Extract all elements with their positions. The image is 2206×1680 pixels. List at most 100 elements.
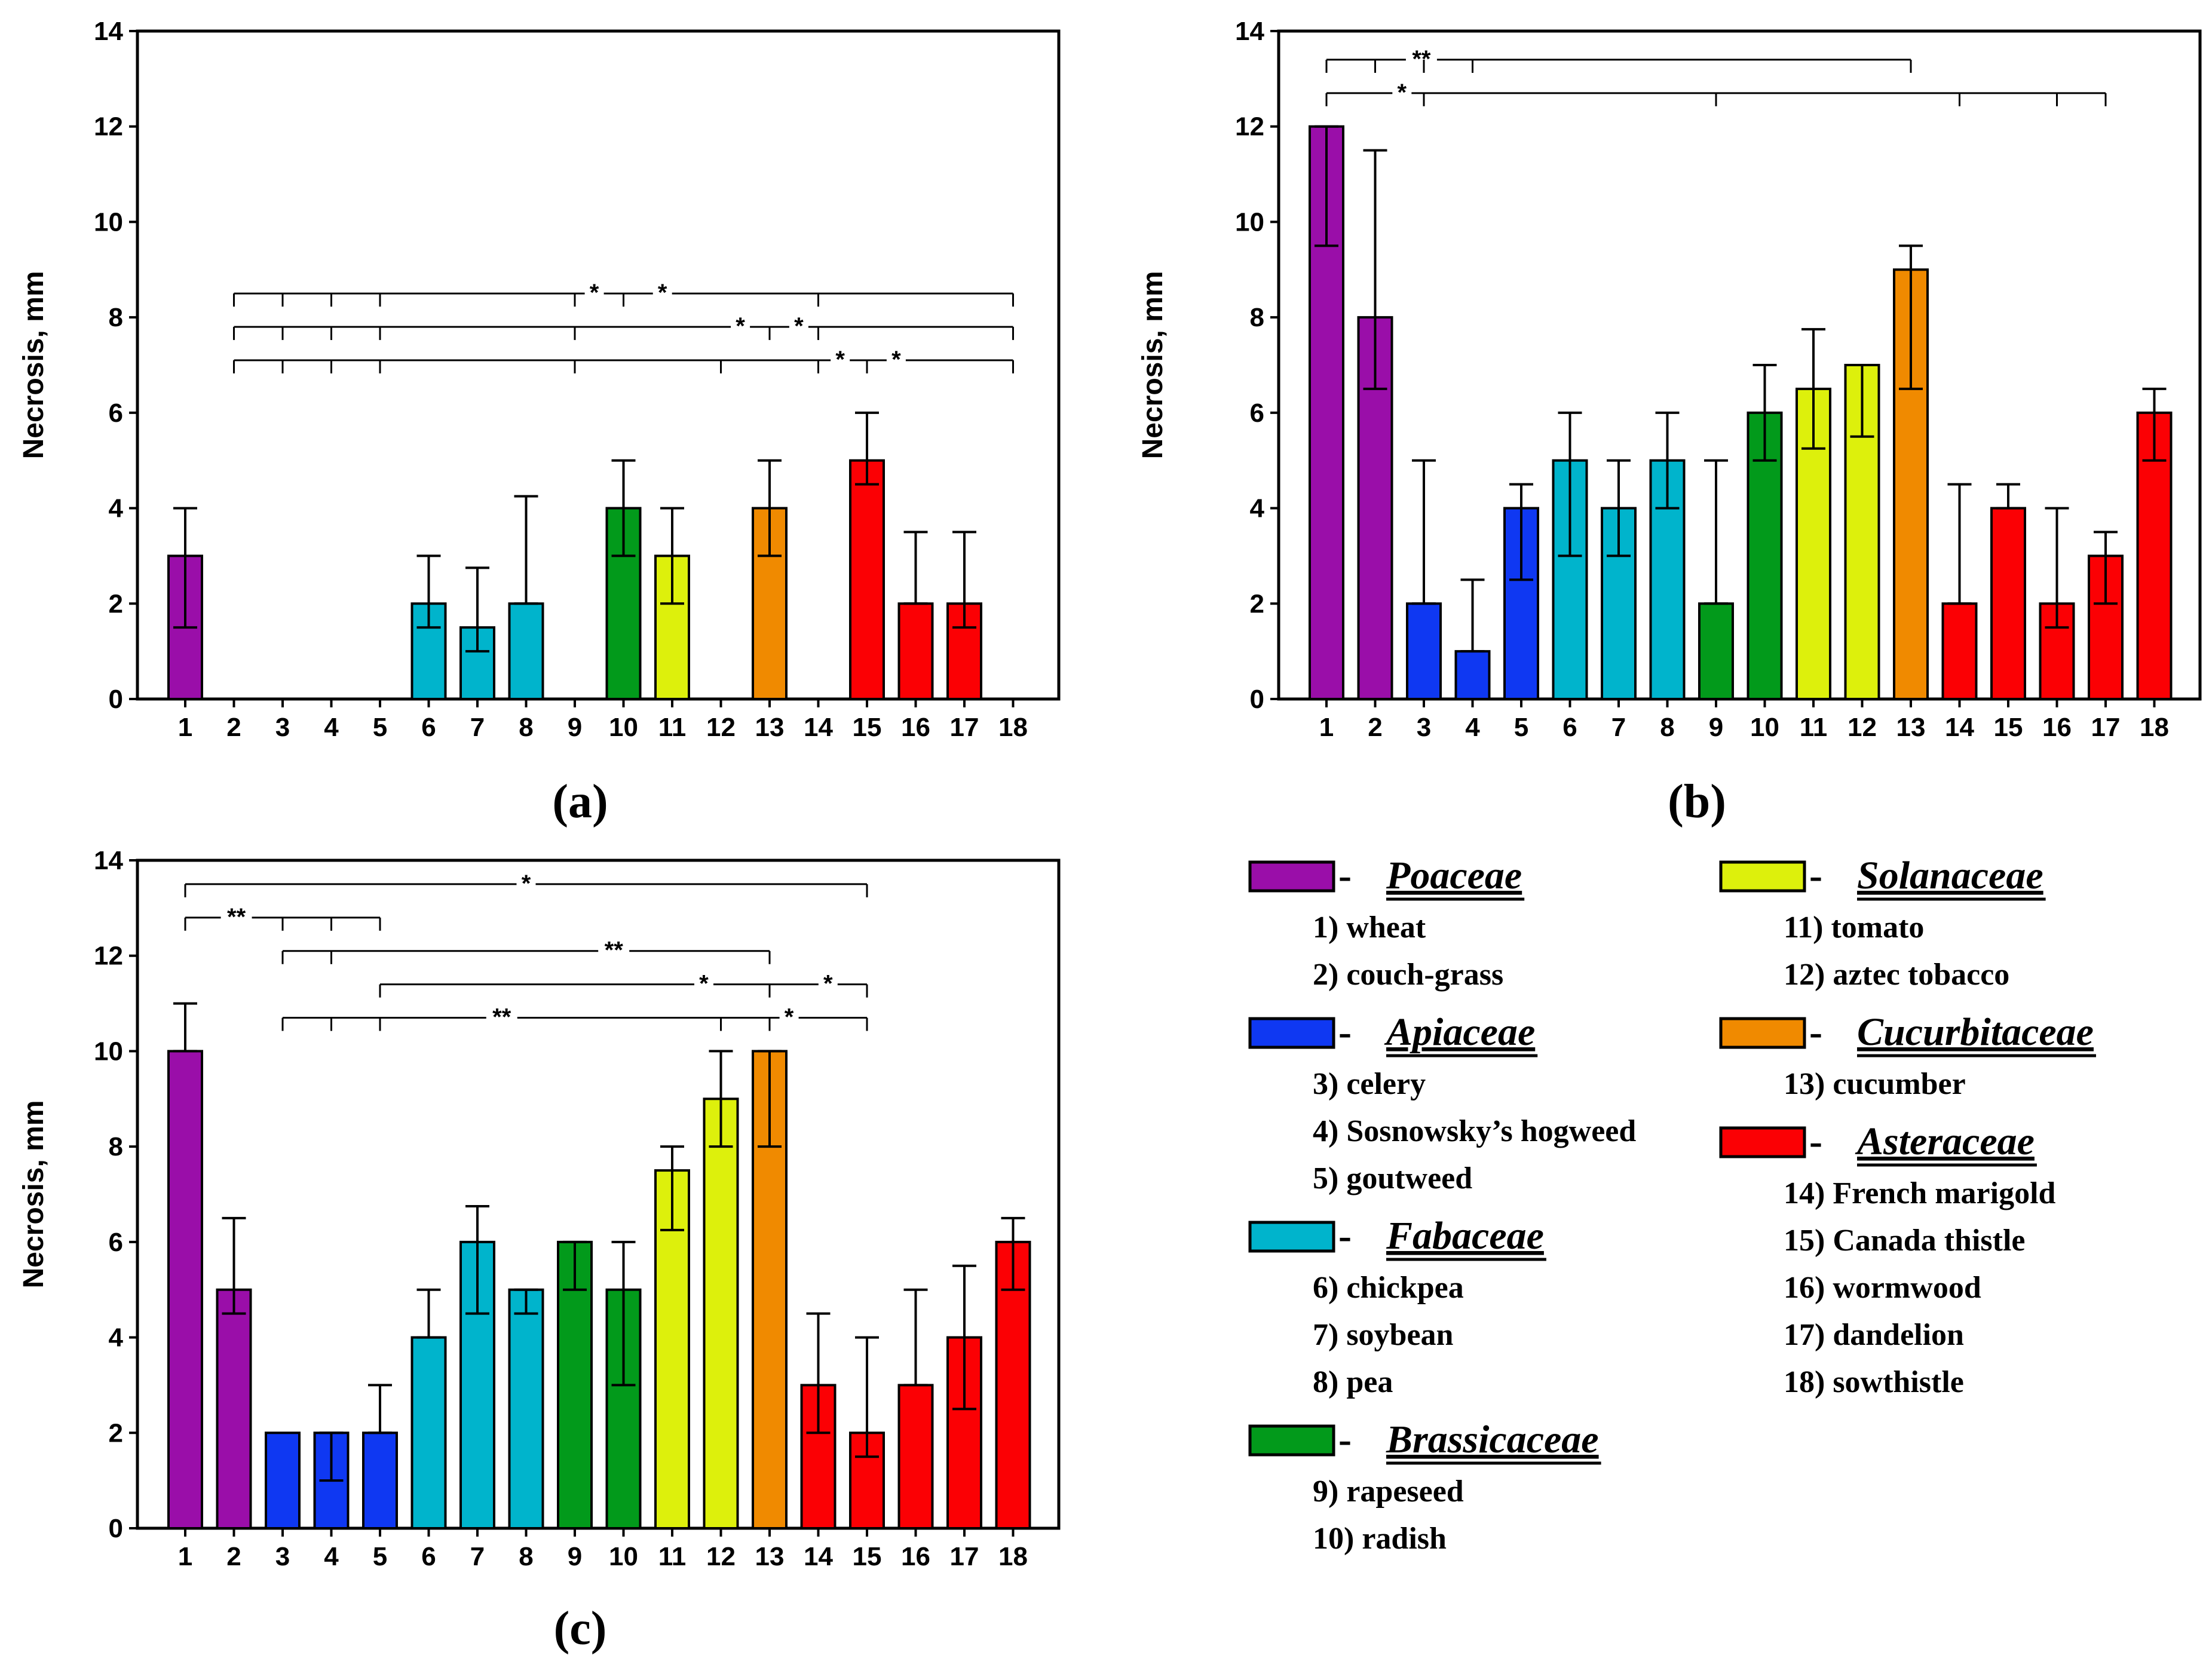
y-tick-label: 14 [94, 846, 123, 875]
x-tick-label: 7 [1611, 713, 1626, 742]
x-tick-label: 16 [901, 713, 930, 742]
y-tick-label: 4 [109, 494, 124, 523]
legend-swatch-poaceae [1248, 860, 1335, 893]
legend-species: 17) dandelion [1784, 1318, 1964, 1352]
legend-dash: - [1338, 1214, 1352, 1258]
significance-label: ** [492, 1004, 511, 1031]
x-tick-label: 12 [706, 713, 736, 742]
x-tick-label: 13 [755, 1542, 785, 1571]
y-axis-label: Necrosis, mm [18, 271, 50, 459]
significance-label: * [699, 971, 709, 997]
y-tick-label: 4 [109, 1323, 124, 1353]
x-tick-label: 8 [519, 1542, 533, 1571]
x-tick-label: 17 [950, 1542, 979, 1571]
x-tick-label: 17 [2091, 713, 2121, 742]
bar-9 [1698, 602, 1734, 700]
x-tick-label: 16 [2042, 713, 2072, 742]
legend-dash: - [1338, 1418, 1352, 1461]
bar-15 [1990, 507, 2026, 700]
x-tick-label: 11 [658, 713, 687, 742]
legend-dash: - [1338, 1010, 1352, 1054]
x-tick-label: 18 [2140, 713, 2169, 742]
legend-species: 6) chickpea [1313, 1271, 1464, 1305]
x-tick-label: 9 [568, 1542, 582, 1571]
bar-8 [508, 1288, 544, 1530]
legend-family-name: Brassicaceae [1386, 1418, 1599, 1461]
panel-label: (c) [554, 1602, 607, 1655]
significance-bracket: ** [281, 937, 771, 964]
significance-bracket: ** [233, 347, 1014, 374]
legend-dash: - [1809, 1010, 1822, 1054]
legend-species: 8) pea [1313, 1365, 1393, 1399]
legend-species: 13) cucumber [1784, 1067, 1966, 1101]
y-tick-label: 6 [109, 1228, 123, 1257]
legend-species: 9) rapeseed [1313, 1474, 1464, 1509]
legend-swatch-solanaceae [1719, 860, 1806, 893]
plot-frame [1277, 29, 2202, 701]
x-tick-label: 13 [1896, 713, 1926, 742]
significance-label: ** [227, 904, 246, 930]
legend-dash: - [1338, 854, 1352, 897]
x-tick-label: 4 [324, 1542, 339, 1571]
significance-bracket: ** * [281, 1004, 868, 1031]
x-tick-label: 9 [568, 713, 582, 742]
x-tick-label: 11 [658, 1542, 687, 1571]
significance-label: * [736, 313, 745, 339]
bar-6 [410, 1336, 447, 1530]
x-tick-label: 15 [853, 713, 882, 742]
x-tick-label: 15 [853, 1542, 882, 1571]
y-tick-label: 4 [1250, 494, 1265, 523]
legend-species: 14) French marigold [1784, 1176, 2056, 1210]
x-tick-label: 1 [1319, 713, 1334, 742]
significance-label: * [658, 280, 667, 306]
panel-label: (b) [1668, 775, 1726, 828]
legend-species: 1) wheat [1313, 910, 1426, 945]
y-tick-label: 10 [1235, 207, 1264, 237]
x-tick-label: 1 [178, 713, 192, 742]
legend-swatch-cucurbitaceae [1719, 1017, 1806, 1049]
legend-species: 16) wormwood [1784, 1271, 1981, 1305]
y-tick-label: 0 [109, 1514, 123, 1543]
bar-6 [410, 602, 447, 700]
x-tick-label: 3 [1417, 713, 1431, 742]
bar-16 [897, 1384, 934, 1529]
x-tick-label: 6 [1562, 713, 1577, 742]
x-tick-label: 14 [804, 1542, 833, 1571]
bar-3 [1406, 602, 1442, 700]
bar-2 [1357, 316, 1393, 700]
y-tick-label: 8 [109, 1132, 123, 1161]
bar-2 [216, 1288, 252, 1530]
x-tick-label: 7 [470, 713, 485, 742]
y-tick-label: 0 [1250, 685, 1264, 714]
x-tick-label: 3 [275, 1542, 290, 1571]
y-tick-label: 6 [109, 398, 123, 428]
bar-8 [508, 602, 544, 700]
y-tick-label: 6 [1250, 398, 1264, 428]
significance-label: * [835, 347, 845, 373]
significance-label: * [823, 971, 833, 997]
significance-bracket: * [184, 870, 868, 897]
y-tick-label: 14 [94, 17, 123, 46]
y-tick-label: 8 [109, 303, 123, 332]
legend-family-name: Solanaceae [1857, 854, 2043, 897]
x-tick-label: 16 [901, 1542, 930, 1571]
y-axis-label: Necrosis, mm [1137, 271, 1169, 459]
x-tick-label: 9 [1709, 713, 1723, 742]
significance-bracket: * [1325, 79, 2107, 106]
significance-bracket: ** [1325, 46, 1912, 73]
legend-swatch-brassicaceae [1248, 1424, 1335, 1457]
x-tick-label: 6 [421, 1542, 436, 1571]
x-tick-label: 7 [470, 1542, 485, 1571]
x-tick-label: 12 [706, 1542, 736, 1571]
legend-family-name: Fabaceae [1386, 1214, 1544, 1258]
legend-swatch-fabaceae [1248, 1221, 1335, 1253]
bar-4 [1454, 650, 1491, 700]
x-tick-label: 18 [998, 1542, 1028, 1571]
significance-bracket: ** [233, 313, 1014, 341]
legend-species: 10) radish [1313, 1522, 1447, 1556]
legend-species: 5) goutweed [1313, 1161, 1472, 1195]
bar-5 [362, 1431, 398, 1529]
y-tick-label: 2 [109, 589, 123, 618]
